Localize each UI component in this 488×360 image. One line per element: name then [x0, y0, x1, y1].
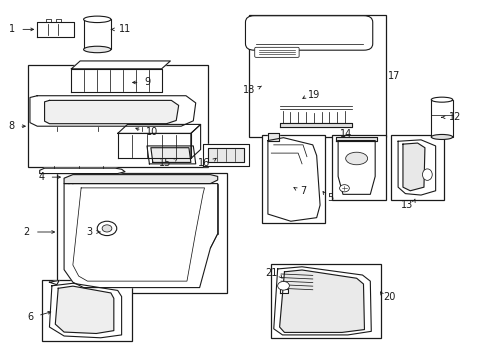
Bar — [390, 135, 444, 200]
Bar — [57, 173, 227, 293]
Polygon shape — [64, 184, 217, 288]
FancyBboxPatch shape — [254, 47, 299, 57]
Text: 8: 8 — [8, 121, 14, 131]
Bar — [27, 65, 207, 167]
Polygon shape — [147, 146, 195, 164]
Ellipse shape — [345, 152, 367, 165]
Text: 2: 2 — [23, 227, 30, 237]
Polygon shape — [397, 140, 435, 195]
Polygon shape — [44, 100, 178, 124]
Polygon shape — [40, 168, 125, 174]
Text: 12: 12 — [448, 112, 461, 122]
Bar — [271, 264, 380, 338]
Circle shape — [277, 282, 289, 290]
Polygon shape — [49, 280, 59, 285]
Text: 17: 17 — [387, 71, 400, 81]
Text: 18: 18 — [243, 85, 255, 95]
Ellipse shape — [430, 134, 452, 139]
Polygon shape — [335, 137, 376, 140]
Polygon shape — [71, 69, 161, 92]
Text: 16: 16 — [198, 158, 210, 168]
Bar — [261, 135, 325, 223]
Polygon shape — [37, 22, 74, 37]
Polygon shape — [279, 123, 351, 127]
Polygon shape — [190, 125, 200, 158]
Polygon shape — [273, 267, 370, 335]
Text: 5: 5 — [327, 193, 333, 203]
Polygon shape — [55, 286, 114, 333]
Polygon shape — [267, 138, 320, 221]
Circle shape — [97, 221, 117, 235]
Bar — [249, 15, 385, 137]
Polygon shape — [203, 144, 249, 166]
Polygon shape — [49, 283, 122, 338]
Polygon shape — [30, 96, 195, 126]
Bar — [42, 280, 132, 341]
Text: 6: 6 — [27, 312, 33, 322]
Polygon shape — [279, 289, 288, 293]
Ellipse shape — [83, 16, 111, 23]
Text: 10: 10 — [146, 127, 158, 137]
Bar — [430, 100, 452, 137]
Circle shape — [339, 185, 348, 192]
Polygon shape — [71, 61, 170, 69]
Ellipse shape — [83, 46, 111, 53]
Bar — [331, 135, 385, 200]
Polygon shape — [279, 270, 364, 332]
Text: 7: 7 — [300, 186, 306, 197]
Text: 15: 15 — [159, 158, 171, 168]
Circle shape — [102, 225, 112, 232]
Text: 19: 19 — [307, 90, 320, 100]
Text: 11: 11 — [119, 24, 131, 35]
Ellipse shape — [430, 97, 452, 102]
Text: 3: 3 — [86, 227, 92, 237]
Text: 21: 21 — [265, 268, 277, 278]
FancyBboxPatch shape — [245, 16, 372, 50]
Polygon shape — [337, 140, 374, 194]
Polygon shape — [64, 175, 217, 184]
Polygon shape — [402, 143, 424, 191]
Text: 9: 9 — [144, 77, 150, 87]
Text: 4: 4 — [39, 172, 44, 182]
Bar — [83, 19, 111, 49]
Polygon shape — [118, 125, 200, 134]
Text: 20: 20 — [383, 292, 395, 302]
Ellipse shape — [422, 169, 431, 180]
Polygon shape — [118, 134, 190, 158]
Text: 1: 1 — [9, 24, 15, 35]
Polygon shape — [267, 134, 278, 140]
Text: 13: 13 — [400, 200, 412, 210]
Text: 14: 14 — [339, 130, 351, 139]
Polygon shape — [207, 148, 244, 162]
Polygon shape — [151, 148, 190, 162]
